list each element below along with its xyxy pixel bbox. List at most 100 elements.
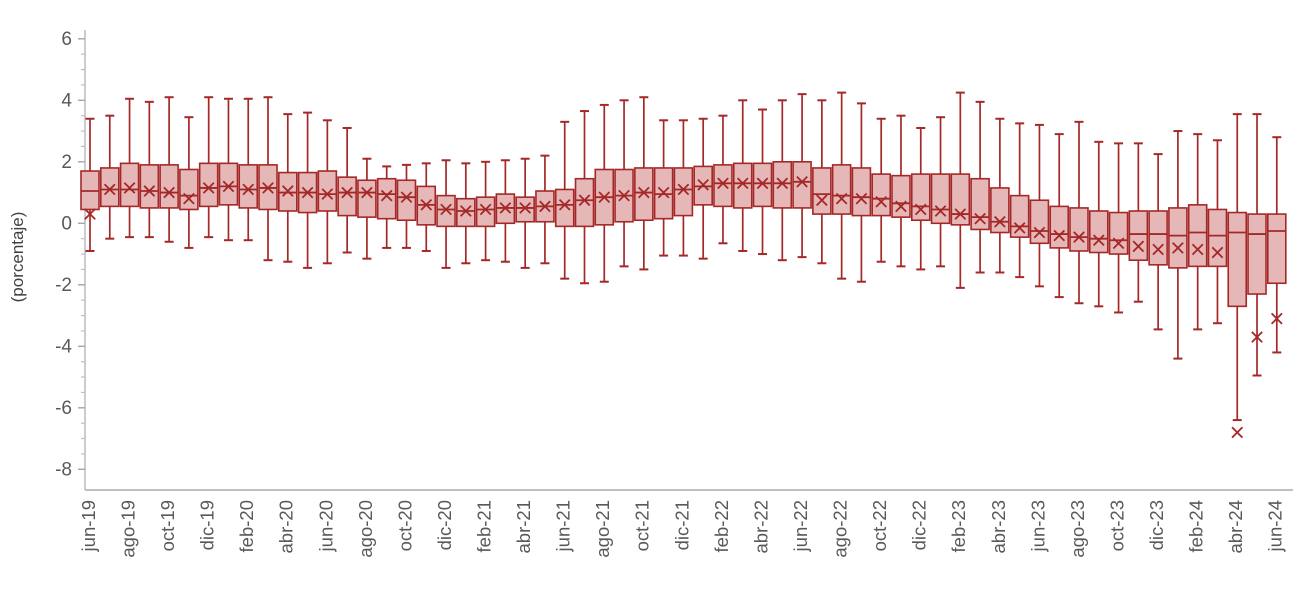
box-abr-23 (990, 117, 1010, 274)
box-ago-19 (119, 97, 140, 239)
iqr-box (930, 173, 951, 225)
mean-x-marker (1073, 231, 1085, 243)
iqr-box (772, 161, 793, 209)
x-tick-label: jun-21 (553, 500, 574, 552)
y-tick-label: 4 (61, 90, 72, 111)
mean-x-marker (717, 177, 729, 190)
mean-x-marker (1251, 331, 1263, 343)
mean-x-marker (361, 186, 373, 199)
box-nov-21 (653, 119, 674, 257)
iqr-box (99, 167, 120, 208)
mean-x-marker (1172, 242, 1184, 254)
box-jun-20 (317, 119, 338, 265)
mean-x-marker (835, 192, 848, 205)
y-tick-label: -4 (55, 336, 72, 357)
box-jul-20 (337, 126, 357, 254)
mean-x-marker (914, 203, 927, 216)
box-may-21 (535, 154, 555, 265)
iqr-box (456, 197, 476, 228)
y-axis-title: (porcentaje) (8, 211, 27, 303)
box-dic-21 (673, 119, 694, 257)
box-nov-22 (891, 114, 911, 268)
mean-x-marker (163, 186, 175, 199)
mean-x-marker (459, 205, 472, 217)
iqr-box (1029, 199, 1050, 245)
mean-x-marker (934, 205, 947, 217)
box-ene-24 (1168, 130, 1188, 360)
y-tick-label: 2 (61, 152, 72, 173)
box-sep-23 (1088, 140, 1109, 308)
mean-x-marker (558, 199, 571, 211)
box-feb-20 (238, 97, 259, 242)
mean-x-marker (84, 208, 96, 220)
box-abr-20 (277, 113, 298, 263)
box-jun-19 (80, 117, 100, 252)
box-feb-22 (713, 114, 733, 245)
iqr-box (396, 179, 417, 222)
box-ene-20 (218, 97, 239, 242)
mean-x-marker (1132, 240, 1145, 253)
x-tick-label: jun-24 (1265, 500, 1286, 552)
iqr-box (436, 194, 456, 228)
iqr-box (1168, 207, 1188, 269)
x-tick-label: jun-20 (315, 500, 336, 552)
box-mar-22 (732, 99, 753, 252)
x-tick-label: jun-23 (1027, 500, 1048, 552)
mean-x-marker (796, 175, 808, 188)
iqr-box (990, 187, 1010, 234)
box-oct-21 (634, 96, 654, 271)
x-tick-label: abr-21 (513, 500, 534, 553)
mean-x-marker (440, 203, 452, 216)
box-oct-22 (871, 117, 892, 263)
mean-x-marker (1270, 312, 1283, 325)
box-ene-22 (693, 117, 713, 260)
iqr-box (1148, 210, 1168, 266)
mean-x-marker (1152, 243, 1164, 256)
box-dic-22 (910, 126, 931, 271)
mean-x-marker (123, 182, 136, 194)
iqr-box (179, 168, 199, 211)
iqr-box (475, 196, 496, 228)
iqr-box (317, 170, 338, 212)
box-jun-24 (1267, 136, 1287, 354)
x-tick-label: oct-23 (1106, 500, 1127, 551)
mean-x-marker (1092, 234, 1105, 247)
box-sep-21 (614, 99, 634, 268)
iqr-box (891, 174, 911, 218)
mean-x-marker (875, 195, 888, 208)
box-jun-21 (554, 120, 575, 280)
mean-x-marker (400, 191, 413, 203)
box-oct-20 (396, 163, 417, 249)
box-jun-23 (1029, 123, 1050, 288)
iqr-box (515, 196, 535, 223)
mean-x-marker (1053, 229, 1066, 242)
mean-x-marker (202, 182, 215, 194)
box-may-24 (1247, 113, 1267, 377)
iqr-box (851, 167, 872, 217)
x-tick-label: dic-20 (434, 500, 455, 550)
box-nov-23 (1128, 142, 1149, 303)
x-tick-label: dic-21 (671, 500, 692, 550)
box-abr-21 (515, 157, 535, 269)
x-tick-label: feb-21 (473, 500, 494, 552)
x-tick-label: oct-21 (632, 500, 653, 551)
mean-x-marker (598, 191, 611, 203)
x-tick-label: ago-20 (355, 500, 376, 558)
box-oct-19 (159, 96, 179, 243)
box-ago-20 (357, 157, 377, 260)
x-tick-label: abr-22 (750, 500, 771, 553)
x-tick-label: feb-20 (236, 500, 257, 552)
mean-x-marker (1231, 426, 1244, 439)
x-tick-label: ago-19 (117, 500, 138, 558)
mean-x-marker (974, 212, 986, 225)
mean-x-marker (638, 186, 650, 199)
iqr-box (218, 162, 239, 206)
iqr-box (950, 173, 971, 226)
mean-x-marker (183, 192, 195, 205)
mean-x-marker (756, 177, 769, 190)
iqr-box (1187, 204, 1208, 268)
iqr-box (1009, 194, 1030, 238)
y-tick-label: -2 (55, 275, 72, 296)
iqr-box (119, 162, 140, 208)
